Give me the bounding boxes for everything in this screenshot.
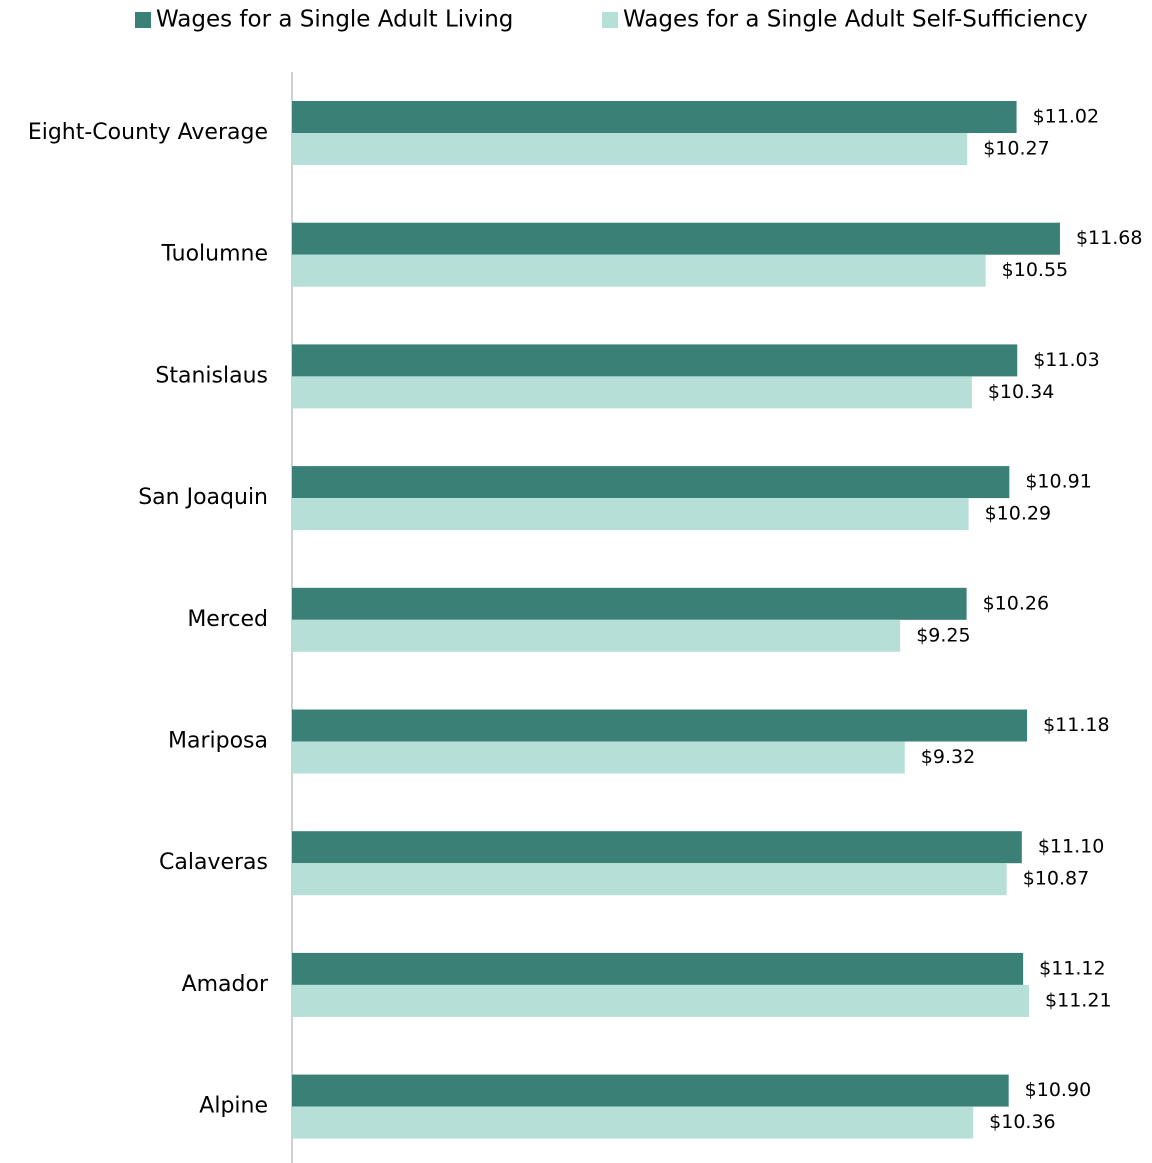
bar xyxy=(292,222,1060,255)
legend-swatch xyxy=(135,12,151,28)
bar xyxy=(292,984,1030,1017)
value-label: $10.90 xyxy=(1025,1079,1091,1101)
category-label: Eight-County Average xyxy=(28,120,268,145)
category-label: Merced xyxy=(187,607,268,632)
value-label: $9.32 xyxy=(921,746,975,768)
value-label: $11.18 xyxy=(1043,714,1109,736)
value-label: $10.91 xyxy=(1025,471,1091,493)
bar xyxy=(292,254,986,287)
value-label: $10.26 xyxy=(983,592,1049,614)
value-label: $11.02 xyxy=(1033,106,1099,128)
bar xyxy=(292,587,967,620)
legend-swatch xyxy=(602,12,618,28)
value-label: $11.10 xyxy=(1038,836,1104,858)
category-label: Alpine xyxy=(199,1094,268,1119)
category-label: Calaveras xyxy=(159,850,268,875)
bar xyxy=(292,741,905,774)
category-label: Amador xyxy=(182,972,269,997)
value-label: $11.12 xyxy=(1039,957,1105,979)
value-label: $10.87 xyxy=(1023,868,1089,890)
bar xyxy=(292,466,1010,499)
bar xyxy=(292,101,1017,133)
value-label: $11.21 xyxy=(1045,989,1111,1011)
value-label: $10.27 xyxy=(983,138,1049,160)
bar xyxy=(292,1074,1009,1107)
category-label: Mariposa xyxy=(168,729,268,754)
value-label: $10.34 xyxy=(988,381,1054,403)
bar xyxy=(292,831,1022,864)
bar xyxy=(292,863,1007,896)
bar xyxy=(292,376,972,409)
category-label: Stanislaus xyxy=(155,363,268,388)
bar xyxy=(292,1106,974,1139)
value-label: $10.36 xyxy=(989,1111,1055,1133)
legend-label: Wages for a Single Adult Self-Sufficienc… xyxy=(623,7,1088,33)
legend-label: Wages for a Single Adult Living xyxy=(156,7,513,33)
value-label: $9.25 xyxy=(916,624,970,646)
bar xyxy=(292,619,901,652)
bar xyxy=(292,344,1018,377)
bar xyxy=(292,133,968,165)
value-label: $11.03 xyxy=(1033,349,1099,371)
bar xyxy=(292,709,1028,742)
bar xyxy=(292,498,969,531)
value-label: $10.55 xyxy=(1002,259,1068,281)
bar xyxy=(292,952,1024,985)
value-label: $10.29 xyxy=(985,503,1051,525)
category-label: San Joaquin xyxy=(138,485,268,510)
category-label: Tuolumne xyxy=(161,242,268,267)
value-label: $11.68 xyxy=(1076,227,1142,249)
